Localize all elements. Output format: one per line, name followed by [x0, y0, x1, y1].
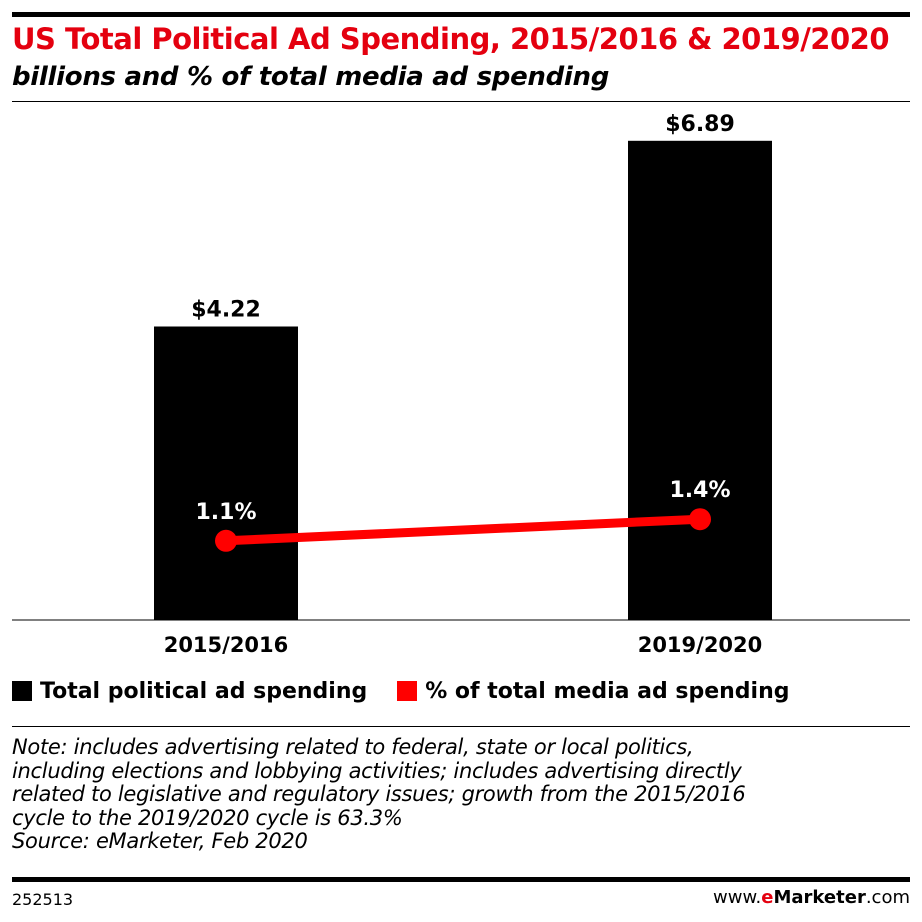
header-divider: [12, 101, 910, 102]
bars-layer: [154, 140, 772, 620]
legend: Total political ad spending % of total m…: [12, 676, 820, 706]
legend-swatch-spending: [12, 681, 32, 701]
bar-value-label: $6.89: [665, 112, 735, 137]
note-line: related to legislative and regulatory is…: [12, 782, 746, 806]
chart-area: $4.22 2015/2016 $6.89 2019/2020 1.1% 1.4%: [12, 112, 910, 657]
category-label: 2019/2020: [638, 633, 763, 657]
chart-subtitle: billions and % of total media ad spendin…: [12, 62, 610, 92]
note-line: including elections and lobbying activit…: [12, 758, 742, 783]
category-label: 2015/2016: [164, 633, 289, 657]
brand-suffix: .com: [865, 887, 910, 908]
brand-name: Marketer: [773, 887, 866, 908]
percent-value-label: 1.4%: [669, 478, 730, 503]
bar-2015/2016: [154, 326, 298, 620]
percent-value-label: 1.1%: [195, 500, 256, 525]
percent-line: [225, 514, 701, 546]
brand-e: e: [761, 887, 774, 908]
percent-point: [215, 529, 237, 552]
note-divider: [12, 726, 910, 727]
percent-point: [689, 508, 711, 531]
bar-2019/2020: [628, 140, 772, 620]
chart-id: 252513: [12, 890, 74, 909]
note-line: Note: includes advertising related to fe…: [12, 735, 694, 759]
chart-note: Note: includes advertising related to fe…: [12, 735, 910, 854]
brand-prefix: www.: [713, 887, 762, 908]
legend-item-percent: % of total media ad spending: [397, 678, 790, 704]
top-rule: [12, 12, 910, 17]
legend-swatch-percent: [397, 681, 418, 701]
brand-url: www.eMarketer.com: [713, 887, 910, 908]
bar-value-label: $4.22: [191, 297, 261, 322]
legend-item-spending: Total political ad spending: [12, 679, 367, 704]
legend-label-percent: % of total media ad spending: [425, 678, 790, 704]
line-layer: [215, 508, 711, 552]
chart-title: US Total Political Ad Spending, 2015/201…: [12, 22, 890, 56]
labels-layer: $4.22 2015/2016 $6.89 2019/2020 1.1% 1.4%: [164, 112, 763, 657]
bottom-rule: [12, 877, 910, 882]
note-line: cycle to the 2019/2020 cycle is 63.3%: [12, 805, 403, 830]
legend-label-spending: Total political ad spending: [40, 678, 368, 704]
source-line: Source: eMarketer, Feb 2020: [12, 829, 308, 853]
